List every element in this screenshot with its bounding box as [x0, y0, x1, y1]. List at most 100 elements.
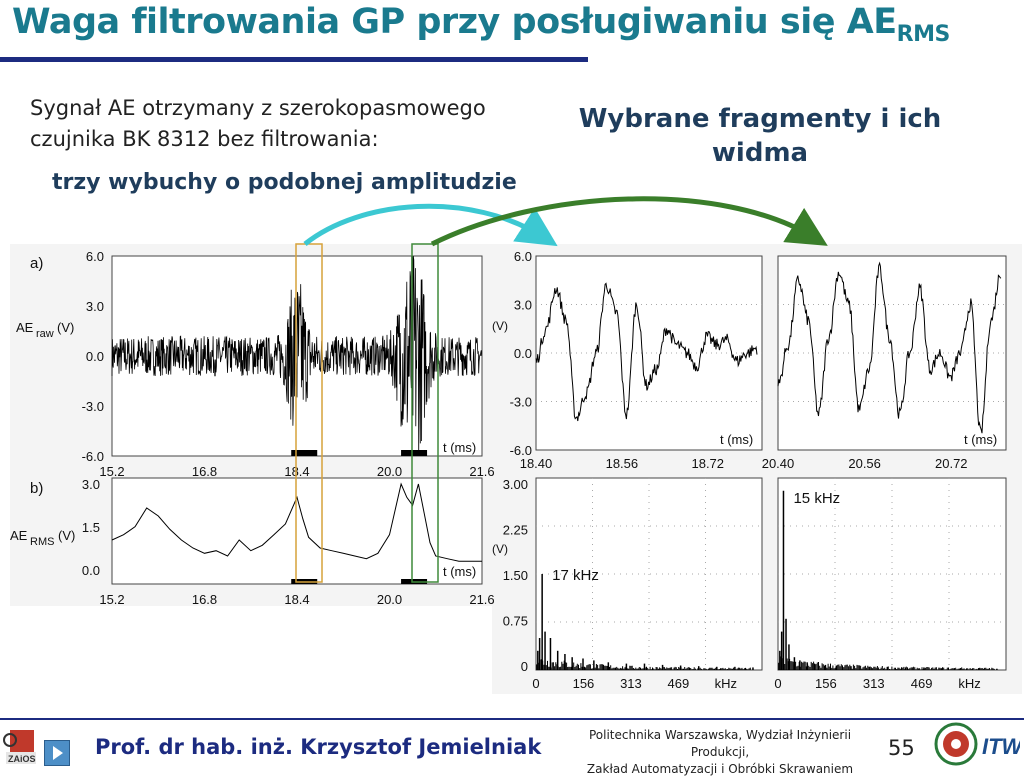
- xtick-label-frag1: 18.72: [691, 456, 724, 471]
- ytick-label-a: 3.0: [86, 299, 104, 314]
- xlabel-frag2: t (ms): [964, 432, 997, 447]
- institution: Politechnika Warszawska, Wydział Inżynie…: [560, 727, 880, 778]
- fragment-box-green: [411, 243, 439, 583]
- xtick-label-spec2: 469: [911, 676, 933, 691]
- xtick-label-spec1: 156: [573, 676, 595, 691]
- itw-logo-text: ITW: [982, 734, 1020, 759]
- ytick-label-a: -6.0: [82, 449, 104, 464]
- fragment-marker-a-2: [401, 450, 428, 456]
- institution-line-2: Zakład Automatyzacji i Obróbki Skrawanie…: [586, 762, 854, 776]
- ytick-label-frag1: 0.0: [514, 346, 532, 361]
- plot-frame-b: [111, 477, 483, 585]
- xtick-label-a: 15.2: [99, 464, 124, 479]
- xtick-label-a: 21.6: [469, 464, 494, 479]
- ylabel-unit-a: (V): [57, 320, 74, 335]
- plot-frame-frag1: [535, 255, 763, 451]
- xtick-label-frag2: 20.72: [935, 456, 968, 471]
- ylabel-sub-a: raw: [36, 328, 54, 340]
- author-name: Prof. dr hab. inż. Krzysztof Jemielniak: [95, 735, 542, 759]
- ytick-label-b: 0.0: [82, 563, 100, 578]
- zaios-logo: ZAiOS: [2, 724, 40, 766]
- signal-description: Sygnał AE otrzymany z szerokopasmowego c…: [30, 93, 486, 155]
- xlabel-a: t (ms): [443, 440, 476, 455]
- ytick-label-a: -3.0: [82, 399, 104, 414]
- ytick-label-a: 6.0: [86, 249, 104, 264]
- panel-label-b: b): [30, 480, 43, 497]
- xtick-label-spec2: 313: [863, 676, 885, 691]
- slide-title: Waga filtrowania GP przy posługiwaniu si…: [12, 2, 950, 47]
- xtick-label-b: 15.2: [99, 592, 124, 607]
- xtick-label-b: 20.0: [377, 592, 402, 607]
- ytick-label-spec1: 1.50: [503, 568, 528, 583]
- ylabel-spec1: (V): [492, 542, 508, 556]
- title-subscript: RMS: [896, 22, 951, 47]
- itw-logo: ITW: [980, 730, 1024, 760]
- fragment-line-frag2: [777, 261, 1002, 434]
- peak-annotation-spec1: 17 kHz: [552, 567, 599, 584]
- xlabel-frag1: t (ms): [720, 432, 753, 447]
- xtick-label-frag1: 18.40: [520, 456, 553, 471]
- arrow-green-to-fragment-2: [430, 196, 828, 247]
- rms-line-b: [111, 482, 482, 562]
- selected-fragments-heading: Wybrane fragmenty i ich widma: [560, 102, 960, 170]
- ytick-label-frag1: 3.0: [514, 298, 532, 313]
- xtick-label-frag2: 20.40: [762, 456, 795, 471]
- ylabel-unit-b: (V): [58, 528, 75, 543]
- xtick-label-spec2: 156: [815, 676, 837, 691]
- xtick-label-spec1: 469: [668, 676, 690, 691]
- ytick-label-b: 3.0: [82, 477, 100, 492]
- ytick-label-spec1: 0: [521, 659, 528, 674]
- xtick-label-frag1: 18.56: [606, 456, 639, 471]
- xtick-label-a: 16.8: [192, 464, 217, 479]
- chart-spec1: 3.00 2.25 1.50 0.75 0 (V) 0 156 313 469 kHz 17 kHz: [492, 477, 763, 691]
- next-slide-button[interactable]: [44, 740, 70, 766]
- chart-frag2: 20.40 20.56 20.72 t (ms): [762, 255, 1007, 471]
- ae-figure: a) 6.03.00.0-3.0-6.015.2 16.8 18.4 20.0 21.6A…: [10, 196, 1022, 694]
- xtick-label-a: 20.0: [377, 464, 402, 479]
- ytick-label-b: 1.5: [82, 520, 100, 535]
- page-number: 55: [888, 736, 915, 760]
- xlabel-b: t (ms): [443, 564, 476, 579]
- peak-annotation-spec2: 15 kHz: [793, 490, 840, 507]
- selected-heading-line-1: Wybrane fragmenty i ich: [578, 104, 942, 134]
- ytick-label-frag1: 6.0: [514, 249, 532, 264]
- ylabel-frag1: (V): [492, 319, 508, 333]
- ytick-label-frag1: -3.0: [510, 395, 532, 410]
- ytick-label-spec1: 2.25: [503, 523, 528, 538]
- selected-heading-line-2: widma: [711, 138, 809, 168]
- fragment-marker-a-1: [291, 450, 318, 456]
- xtick-label-spec2: kHz: [958, 676, 980, 691]
- description-line-1: Sygnał AE otrzymany z szerokopasmowego: [30, 96, 486, 120]
- xtick-label-spec1: kHz: [715, 676, 737, 691]
- chart-a: a) 6.0 3.0 0.0 -3.0 -6.015.2 16.8 18.4 20.0 21.6 A…: [16, 249, 495, 479]
- chart-frag1: 6.0 3.0 0.0 -3.0 -6.0 (V) 18.40 18.56 18.72 t (ms…: [492, 249, 763, 471]
- institution-line-1: Politechnika Warszawska, Wydział Inżynie…: [588, 728, 852, 759]
- pw-emblem-logo: [934, 722, 978, 766]
- ytick-label-spec1: 0.75: [503, 614, 528, 629]
- ytick-label-spec1: 3.00: [503, 477, 528, 492]
- signal-line-a: [111, 255, 482, 457]
- zaios-logo-text: ZAiOS: [8, 754, 36, 764]
- xtick-label-a: 18.4: [284, 464, 309, 479]
- xtick-label-b: 21.6: [469, 592, 494, 607]
- xtick-label-frag2: 20.56: [848, 456, 881, 471]
- panel-label-a: a): [30, 255, 43, 272]
- ytick-label-a: 0.0: [86, 349, 104, 364]
- title-underline: [0, 57, 588, 62]
- ylabel-b: AE: [10, 528, 28, 543]
- xtick-label-b: 18.4: [284, 592, 309, 607]
- arrow-cyan-to-fragment-1: [303, 203, 558, 247]
- description-line-2: czujnika BK 8312 bez filtrowania:: [30, 127, 379, 151]
- chart-spec2: 0 156 313 469 kHz 15 kHz: [774, 477, 1007, 691]
- ylabel-sub-b: RMS: [30, 536, 54, 548]
- xtick-label-b: 16.8: [192, 592, 217, 607]
- chart-b: b) 3.0 1.5 0.0 15.2 16.8 18.4 20.0 21.6 AE RMS (V) t…: [10, 477, 495, 607]
- fragment-line-frag1: [535, 282, 758, 422]
- xtick-label-spec2: 0: [774, 676, 781, 691]
- xtick-label-spec1: 0: [532, 676, 539, 691]
- ylabel-a: AE: [16, 320, 34, 335]
- footer-rule: [0, 718, 1024, 720]
- three-bursts-caption: trzy wybuchy o podobnej amplitudzie: [52, 170, 517, 195]
- ytick-label-frag1: -6.0: [510, 443, 532, 458]
- xtick-label-spec1: 313: [620, 676, 642, 691]
